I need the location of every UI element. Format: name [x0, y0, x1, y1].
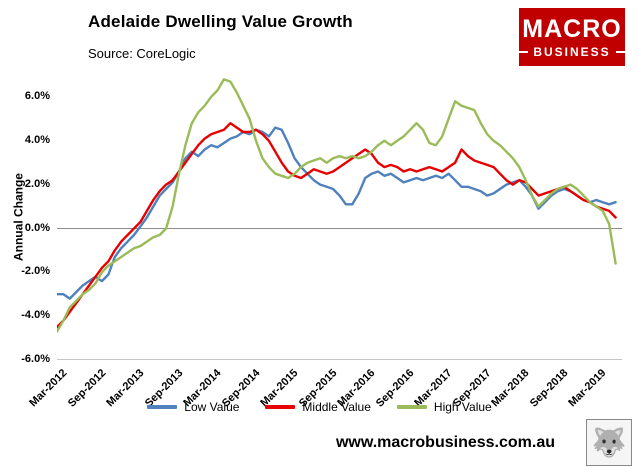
- legend-swatch: [396, 405, 427, 409]
- series-line-low-value: [57, 126, 617, 300]
- legend-label: Middle Value: [302, 400, 371, 414]
- y-tick-label: 2.0%: [24, 177, 50, 190]
- logo-text-macro: MACRO: [522, 14, 622, 43]
- legend-label: High Value: [433, 400, 492, 414]
- legend-swatch: [265, 405, 296, 409]
- legend-swatch: [147, 405, 178, 409]
- plot-area: [57, 78, 622, 360]
- y-tick-label: 4.0%: [24, 133, 50, 146]
- logo-rule-right-icon: [615, 50, 628, 53]
- logo-text-business: BUSINESS: [533, 44, 611, 59]
- y-tick-label: 0.0%: [24, 221, 50, 234]
- chart-source: Source: CoreLogic: [88, 46, 196, 61]
- y-tick-label: -2.0%: [21, 265, 50, 278]
- y-tick-label: -6.0%: [21, 353, 50, 365]
- chart-title: Adelaide Dwelling Value Growth: [88, 12, 353, 31]
- logo-rule-left-icon: [516, 50, 529, 53]
- legend-item-high-value: High Value: [396, 400, 492, 414]
- y-tick-label: 6.0%: [24, 89, 50, 102]
- y-tick-label: -4.0%: [21, 309, 50, 322]
- chart-legend: Low Value Middle Value High Value: [0, 400, 639, 414]
- legend-label: Low Value: [184, 400, 240, 414]
- series-line-middle-value: [57, 122, 617, 329]
- logo-business-row: BUSINESS: [516, 44, 628, 59]
- website-url: www.macrobusiness.com.au: [335, 434, 555, 451]
- legend-item-low-value: Low Value: [147, 400, 239, 414]
- macrobusiness-logo: MACRO BUSINESS: [516, 8, 628, 66]
- series-line-high-value: [57, 78, 617, 333]
- legend-item-middle-value: Middle Value: [265, 400, 371, 414]
- wolf-logo-icon: 🐺: [586, 419, 632, 466]
